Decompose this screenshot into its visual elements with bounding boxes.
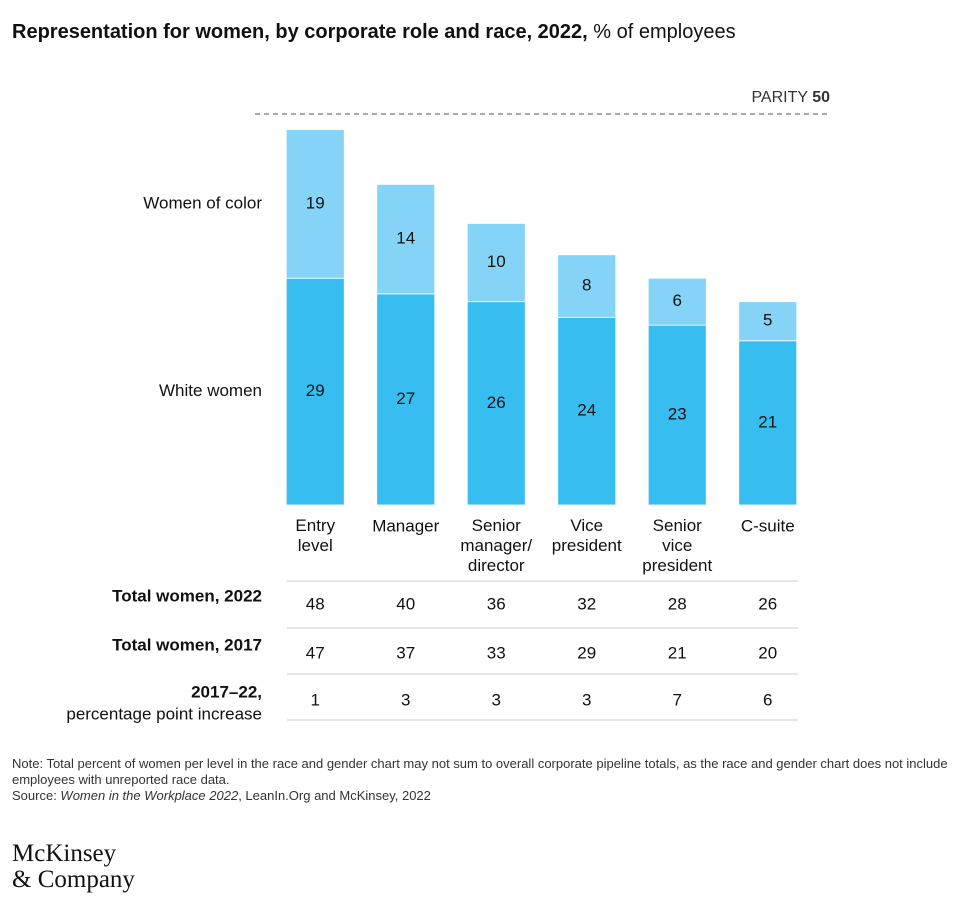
x-tick-label: Vice president	[552, 516, 622, 555]
table-cell: 6	[763, 690, 772, 709]
value-label: 21	[758, 412, 777, 431]
note-block: Note: Total percent of women per level i…	[12, 756, 974, 804]
bar-segment	[376, 183, 436, 295]
parity-label: PARITY	[751, 89, 808, 106]
parity-annotation: PARITY 50	[751, 89, 830, 106]
table-cell: 1	[311, 690, 320, 709]
table-cell: 3	[401, 690, 410, 709]
bar-segment	[376, 293, 436, 506]
bar-segment	[738, 301, 798, 342]
x-tick-label: Senior vice president	[642, 516, 712, 575]
value-label: 24	[577, 401, 596, 420]
logo: McKinsey & Company	[12, 840, 135, 893]
source: Source: Women in the Workplace 2022, Lea…	[12, 788, 974, 804]
x-tick-label: C-suite	[741, 516, 795, 535]
legend-label: Women of color	[143, 193, 262, 212]
source-title: Women in the Workplace 2022	[60, 788, 239, 803]
value-label: 10	[487, 252, 506, 271]
subtitle: % of employees	[593, 21, 735, 43]
value-label: 19	[306, 193, 325, 212]
value-label: 29	[306, 381, 325, 400]
table-cell: 28	[668, 594, 687, 613]
source-suffix: , LeanIn.Org and McKinsey, 2022	[238, 788, 431, 803]
row-label: 2017–22,	[191, 682, 262, 701]
value-label: 23	[668, 405, 687, 424]
table-cell: 26	[758, 594, 777, 613]
x-tick-label: Manager	[372, 516, 439, 535]
bar-segment	[466, 223, 526, 303]
chart-title: Representation for women, by corporate r…	[12, 21, 736, 43]
x-tick-label: Senior manager/director	[460, 516, 532, 575]
value-label: 27	[396, 389, 415, 408]
value-label: 6	[673, 291, 682, 310]
value-label: 8	[582, 276, 591, 295]
value-label: 14	[396, 229, 415, 248]
table-cell: 7	[673, 690, 682, 709]
table-cell: 20	[758, 643, 777, 662]
table-cell: 36	[487, 594, 506, 613]
legend-label: White women	[159, 381, 262, 400]
table-cell: 32	[577, 594, 596, 613]
value-label: 26	[487, 393, 506, 412]
value-label: 5	[763, 311, 772, 330]
note: Note: Total percent of women per level i…	[12, 756, 948, 787]
bar-segment	[647, 277, 707, 326]
row-sublabel: percentage point increase	[66, 704, 262, 723]
row-label: Total women, 2022	[112, 586, 262, 605]
x-tick-label: Entry level	[295, 516, 335, 555]
table-cell: 37	[396, 643, 415, 662]
table-cell: 47	[306, 643, 325, 662]
table-cell: 40	[396, 594, 415, 613]
bar-segment	[557, 316, 617, 506]
bar-segment	[738, 340, 798, 506]
bar-segment	[647, 324, 707, 506]
source-prefix: Source:	[12, 788, 61, 803]
row-label: Total women, 2017	[112, 635, 262, 654]
title: Representation for women, by corporate r…	[12, 21, 588, 43]
table-cell: 29	[577, 643, 596, 662]
parity-value: 50	[812, 89, 830, 106]
table-cell: 48	[306, 594, 325, 613]
bar-segment	[285, 277, 345, 506]
table-cell: 33	[487, 643, 506, 662]
bar-segment	[557, 254, 617, 318]
bar-segment	[285, 129, 345, 279]
table-cell: 3	[582, 690, 591, 709]
table-cell: 21	[668, 643, 687, 662]
table-cell: 3	[492, 690, 501, 709]
bar-segment	[466, 301, 526, 506]
